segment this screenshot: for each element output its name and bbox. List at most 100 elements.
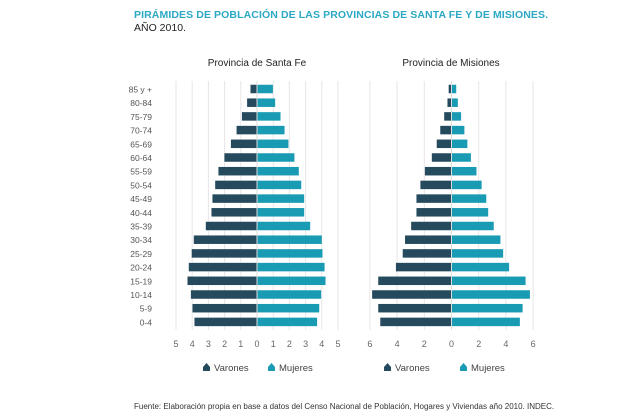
x-tick-label: 6 (367, 339, 372, 349)
bar-varones (440, 125, 451, 135)
age-label: 0-4 (140, 317, 153, 327)
x-tick-label: 4 (319, 339, 324, 349)
bar-mujeres (257, 221, 311, 231)
bar-mujeres (257, 235, 322, 244)
bar-mujeres (257, 98, 276, 107)
bar-mujeres (452, 180, 482, 190)
age-label: 10-14 (130, 290, 152, 300)
x-tick-label: 1 (271, 339, 276, 349)
bar-varones (378, 303, 451, 313)
bar-mujeres (257, 290, 322, 299)
bar-mujeres (452, 166, 477, 176)
bar-varones (191, 249, 257, 258)
bar-mujeres (452, 317, 520, 327)
bar-varones (402, 249, 451, 258)
x-tick-label: 5 (335, 339, 340, 349)
bar-mujeres (452, 153, 471, 162)
bar-mujeres (452, 139, 468, 149)
bar-varones (187, 276, 257, 286)
x-tick-label: 1 (238, 339, 243, 349)
age-label: 45-49 (130, 194, 152, 204)
bar-varones (205, 221, 257, 231)
age-label: 85 y + (129, 85, 152, 95)
bar-varones (250, 84, 257, 94)
x-tick-label: 4 (190, 339, 195, 349)
bar-varones (192, 303, 257, 313)
bar-varones (436, 139, 451, 149)
bar-mujeres (257, 303, 320, 313)
bar-mujeres (257, 249, 323, 258)
x-tick-label: 4 (395, 339, 400, 349)
legend-marker-icon (203, 363, 210, 371)
x-tick-label: 2 (287, 339, 292, 349)
age-label: 55-59 (130, 167, 152, 177)
bar-varones (444, 112, 451, 121)
bar-varones (372, 290, 451, 299)
bar-varones (395, 262, 451, 272)
bar-varones (448, 84, 451, 94)
age-label: 35-39 (130, 222, 152, 232)
chart-title: PIRÁMIDES DE POBLACIÓN DE LAS PROVINCIAS… (134, 9, 549, 21)
age-label: 25-29 (130, 249, 152, 259)
bar-varones (188, 262, 257, 272)
bar-mujeres (257, 180, 302, 190)
age-label: 20-24 (130, 263, 152, 273)
bar-varones (241, 112, 257, 121)
x-tick-label: 2 (476, 339, 481, 349)
bar-varones (211, 208, 257, 217)
bar-mujeres (257, 125, 285, 135)
bar-varones (420, 180, 451, 190)
bar-mujeres (452, 194, 487, 203)
bar-varones (411, 221, 451, 231)
x-tick-label: 3 (206, 339, 211, 349)
x-tick-label: 0 (449, 339, 454, 349)
bar-varones (416, 194, 451, 203)
bar-mujeres (452, 208, 489, 217)
bar-varones (190, 290, 257, 299)
panel-title: Provincia de Misiones (402, 58, 499, 69)
bar-mujeres (257, 84, 273, 94)
age-label: 65-69 (130, 139, 152, 149)
bar-mujeres (257, 139, 289, 149)
x-tick-label: 4 (503, 339, 508, 349)
age-label: 75-79 (130, 112, 152, 122)
legend-marker-icon (268, 363, 275, 371)
legend-marker-icon (384, 363, 391, 371)
bar-varones (447, 98, 451, 107)
age-label: 5-9 (140, 304, 153, 314)
bar-mujeres (452, 235, 501, 244)
bar-mujeres (452, 125, 465, 135)
bar-varones (193, 235, 257, 244)
bar-mujeres (452, 84, 457, 94)
bar-varones (405, 235, 451, 244)
age-label: 40-44 (130, 208, 152, 218)
bar-mujeres (452, 249, 504, 258)
bar-varones (215, 180, 257, 190)
x-tick-label: 2 (222, 339, 227, 349)
bar-varones (194, 317, 257, 327)
bar-mujeres (257, 208, 305, 217)
bar-varones (431, 153, 451, 162)
bar-mujeres (452, 303, 523, 313)
legend-label: Mujeres (471, 363, 505, 374)
age-label: 70-74 (130, 126, 152, 136)
x-tick-label: 6 (531, 339, 536, 349)
bar-varones (218, 166, 257, 176)
x-tick-label: 2 (422, 339, 427, 349)
bar-varones (378, 276, 451, 286)
bar-mujeres (452, 112, 462, 121)
x-tick-label: 0 (254, 339, 259, 349)
bar-varones (424, 166, 451, 176)
bar-mujeres (452, 276, 526, 286)
bar-mujeres (257, 262, 325, 272)
bar-mujeres (452, 221, 494, 231)
bar-mujeres (452, 262, 510, 272)
panel-title: Provincia de Santa Fe (208, 58, 307, 69)
legend-label: Mujeres (279, 363, 313, 374)
legend-marker-icon (460, 363, 467, 371)
bar-varones (416, 208, 451, 217)
legend-label: Varones (395, 363, 430, 374)
bar-varones (224, 153, 257, 162)
age-label: 50-54 (130, 180, 152, 190)
